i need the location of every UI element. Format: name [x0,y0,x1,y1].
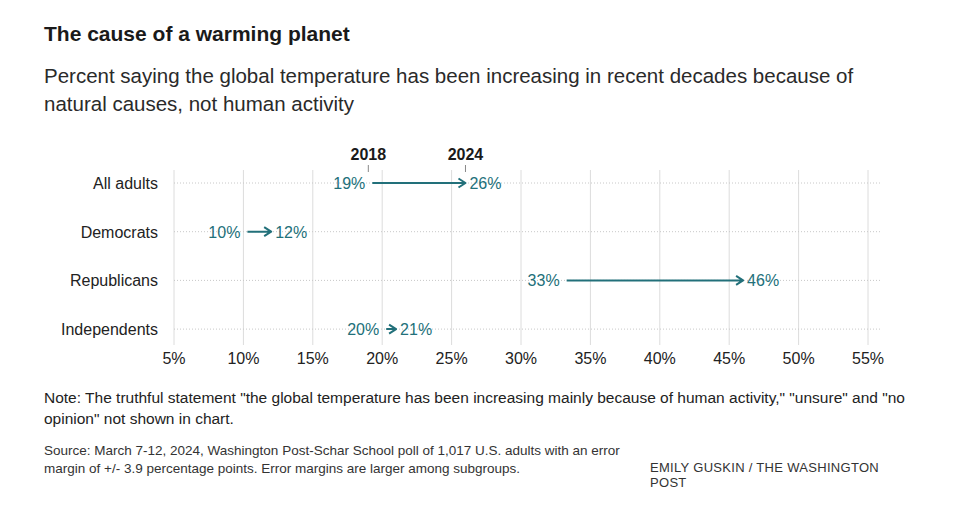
grid-line [868,170,869,345]
category-label: All adults [93,175,158,192]
data-label: 10% [208,224,240,241]
tick-label: 30% [505,350,537,367]
subtitle: Percent saying the global temperature ha… [44,62,894,118]
credit: EMILY GUSKIN / THE WASHINGTON POST [650,460,910,490]
category-label: Independents [61,321,158,338]
change-arrow [386,325,396,334]
chart: 5% 10% 15% 20% 25% 30% 35% 40% 45% 50% 55% All adul… [0,0,960,527]
category-label: Republicans [70,272,158,289]
source: Source: March 7-12, 2024, Washington Pos… [44,442,624,478]
grid-line [590,170,591,345]
data-label: 33% [528,272,560,289]
row-grid-line [174,329,880,330]
change-arrow [372,179,465,188]
grid-line [729,170,730,345]
tick-label: 20% [366,350,398,367]
grid-line [798,170,799,345]
note: Note: The truthful statement "the global… [44,387,924,429]
grid-line [243,170,244,345]
tick-label: 50% [783,350,815,367]
tick-label: 5% [162,350,185,367]
tick-label: 55% [852,350,884,367]
tick-label: 25% [436,350,468,367]
tick-label: 15% [297,350,329,367]
data-label: 26% [469,175,501,192]
title: The cause of a warming planet [44,22,350,46]
grid-line [451,170,452,345]
header-tick [368,165,369,172]
tick-label: 10% [227,350,259,367]
grid-line [521,170,522,345]
tick-label: 45% [713,350,745,367]
marks [247,179,743,334]
row-grid-line [174,183,880,184]
series-header: 2024 [448,146,484,163]
header-tick [465,165,466,172]
data-label: 12% [275,224,307,241]
series-header: 2018 [351,146,387,163]
category-label: Democrats [81,224,158,241]
data-label: 20% [347,321,379,338]
data-label: 46% [747,272,779,289]
tick-label: 40% [644,350,676,367]
grid-line [382,170,383,345]
data-label: 21% [400,321,432,338]
change-arrow [567,276,743,285]
grid-line [312,170,313,345]
tick-label: 35% [574,350,606,367]
grid-line [659,170,660,345]
grid-line [174,170,175,345]
change-arrow [247,227,271,236]
data-label: 19% [333,175,365,192]
